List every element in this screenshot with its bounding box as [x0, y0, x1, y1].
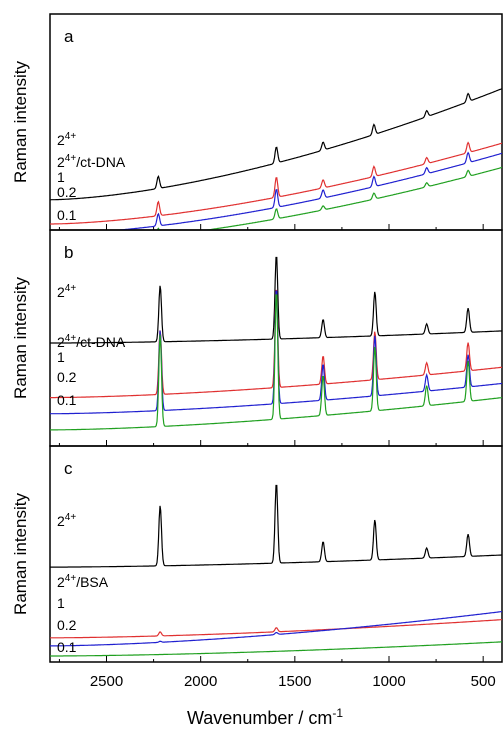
panel-letter: c	[64, 459, 73, 478]
x-tick-label: 1000	[372, 673, 405, 690]
spectrum-line-4	[156, 166, 502, 230]
spectrum-line-3	[50, 611, 502, 647]
spectrum-line-1	[50, 256, 502, 344]
y-axis-label: Raman intensity	[11, 493, 30, 615]
spectrum-line-4	[50, 294, 502, 431]
series-label: 0.2	[57, 184, 77, 200]
spectrum-line-3	[50, 290, 502, 415]
panel-letter: b	[64, 243, 73, 262]
series-label: 0.1	[57, 392, 77, 408]
panel-frame	[49, 445, 503, 663]
x-axis-label: Wavenumber / cm-1	[187, 706, 343, 728]
panel-frame	[49, 13, 503, 231]
x-tick-label: 500	[471, 673, 496, 690]
spectrum-line-1	[50, 88, 502, 201]
series-label: 1	[57, 595, 65, 611]
y-axis-label: Raman intensity	[11, 277, 30, 399]
series-label: 0.2	[57, 369, 77, 385]
series-label: 0.1	[57, 207, 77, 223]
series-label: 0.1	[57, 639, 77, 655]
x-tick-label: 2500	[90, 673, 123, 690]
panel-c: c 24+ 24+/BSA 1 0.2 0.1 Raman intensity	[11, 445, 503, 663]
y-axis-label: Raman intensity	[11, 61, 30, 183]
series-label: 24+/ct-DNA	[57, 333, 126, 350]
series-label: 24+	[57, 131, 76, 148]
spectrum-line-4	[50, 641, 502, 657]
panel-letter: a	[64, 27, 74, 46]
series-label: 1	[57, 169, 65, 185]
series-label: 24+/ct-DNA	[57, 153, 126, 170]
series-label: 0.2	[57, 617, 77, 633]
series-label: 1	[57, 349, 65, 365]
spectrum-line-1	[50, 484, 502, 568]
series-label: 24+	[57, 512, 76, 529]
spectrum-line-2	[50, 141, 502, 225]
series-label: 24+/BSA	[57, 573, 109, 590]
spectrum-line-2	[50, 619, 502, 639]
x-tick-label: 2000	[184, 673, 217, 690]
series-label: 24+	[57, 283, 76, 300]
x-tick-label: 1500	[278, 673, 311, 690]
spectrum-line-2	[50, 289, 502, 399]
